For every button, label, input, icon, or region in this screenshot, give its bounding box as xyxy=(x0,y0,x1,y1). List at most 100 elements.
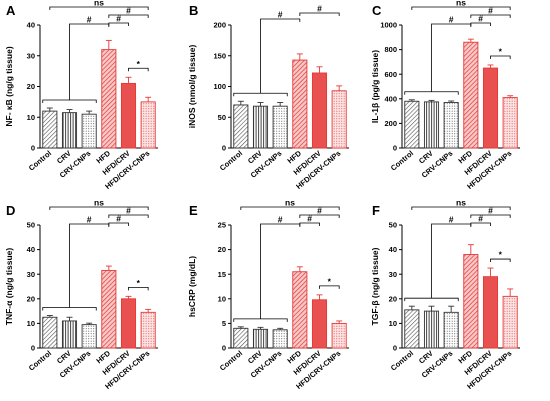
y-tick-label: 0 xyxy=(222,344,226,353)
significance-bracket xyxy=(49,6,149,10)
bar-control xyxy=(42,316,58,349)
panel-letter: C xyxy=(372,3,382,18)
y-axis-label: TNF-α (ng/g tissue) xyxy=(4,248,14,326)
significance-label: # xyxy=(116,214,121,224)
bar-hfd-crv xyxy=(120,298,137,349)
significance-bracket xyxy=(431,223,472,299)
bar-hfd-crv-cnps xyxy=(502,97,518,149)
significance-label: * xyxy=(328,276,332,286)
y-axis-label: TGF-β (ng/g tissue) xyxy=(370,247,380,325)
significance-bracket xyxy=(240,206,340,210)
bar-crv-cnps xyxy=(81,113,97,149)
bar-crv-cnps xyxy=(272,329,288,349)
y-tick-label: 15 xyxy=(218,270,226,279)
bar-control xyxy=(233,327,249,349)
y-tick-label: 200 xyxy=(384,119,397,128)
significance-bracket xyxy=(299,12,340,16)
y-tick-label: 1000 xyxy=(380,21,397,30)
significance-label: # xyxy=(126,206,131,216)
y-tick-label: 600 xyxy=(384,70,397,79)
bar-hfd xyxy=(101,49,117,149)
bar-hfd xyxy=(463,41,479,149)
bar-hfd-crv-cnps xyxy=(331,322,347,349)
significance-bracket xyxy=(108,214,149,218)
bar-hfd-crv-cnps xyxy=(140,101,156,149)
significance-label: ns xyxy=(456,0,466,8)
bar-hfd-crv xyxy=(120,82,137,149)
significance-label: * xyxy=(137,278,141,288)
bar-hfd-crv-cnps xyxy=(331,90,347,149)
bar-crv-cnps xyxy=(272,105,288,149)
y-tick-label: 100 xyxy=(213,82,226,91)
panel-letter: B xyxy=(189,3,198,18)
significance-label: * xyxy=(137,59,141,69)
y-tick-label: 50 xyxy=(27,221,35,230)
significance-bracket xyxy=(108,14,149,18)
panel-letter: F xyxy=(372,203,380,218)
significance-label: # xyxy=(87,215,92,225)
significance-bracket xyxy=(128,67,149,72)
significance-bracket xyxy=(490,258,511,263)
significance-bracket xyxy=(69,23,110,101)
bar-crv-cnps xyxy=(443,311,459,349)
significance-bracket xyxy=(411,206,511,210)
y-tick-label: 10 xyxy=(389,319,397,328)
significance-bracket xyxy=(42,307,97,311)
bar-hfd-crv xyxy=(482,276,499,349)
y-tick-label: 20 xyxy=(27,82,35,91)
bar-hfd-crv-cnps xyxy=(140,311,156,349)
significance-label: # xyxy=(317,206,322,216)
significance-bracket xyxy=(233,318,288,322)
y-tick-label: 30 xyxy=(27,270,35,279)
y-tick-label: 5 xyxy=(222,319,226,328)
y-tick-label: 50 xyxy=(389,221,397,230)
y-tick-label: 40 xyxy=(389,245,397,254)
significance-bracket xyxy=(69,223,110,308)
y-tick-label: 30 xyxy=(389,270,397,279)
y-tick-label: 400 xyxy=(384,94,397,103)
y-axis-label: IL-1β (pg/g tissue) xyxy=(370,50,380,123)
bar-hfd xyxy=(292,271,308,349)
bar-hfd-crv-cnps xyxy=(502,295,518,349)
significance-label: # xyxy=(478,214,483,224)
y-tick-label: 0 xyxy=(393,344,397,353)
bar-control xyxy=(233,104,249,149)
y-tick-label: 200 xyxy=(213,21,226,30)
bar-control xyxy=(404,100,420,149)
bar-crv xyxy=(423,101,440,149)
significance-label: # xyxy=(307,214,312,224)
significance-label: # xyxy=(449,215,454,225)
bar-control xyxy=(42,110,58,149)
significance-label: # xyxy=(488,206,493,216)
bar-crv xyxy=(61,320,78,349)
significance-label: * xyxy=(499,46,503,56)
significance-bracket xyxy=(411,6,511,10)
y-axis-label: NF- κB (ng/g tissue) xyxy=(4,46,14,126)
y-tick-label: 10 xyxy=(27,113,35,122)
significance-bracket xyxy=(299,214,340,218)
y-tick-label: 0 xyxy=(393,144,397,153)
y-axis-label: hsCRP (mg/dL) xyxy=(187,256,197,317)
significance-label: # xyxy=(449,15,454,25)
bar-crv xyxy=(252,105,269,149)
bar-control xyxy=(404,309,420,349)
bar-hfd xyxy=(292,59,308,149)
y-tick-label: 800 xyxy=(384,45,397,54)
panel-letter: E xyxy=(189,203,198,218)
significance-label: ns xyxy=(456,198,466,208)
significance-label: # xyxy=(317,4,322,14)
y-tick-label: 20 xyxy=(27,294,35,303)
bar-crv-cnps xyxy=(81,324,97,349)
bar-crv xyxy=(423,310,440,349)
y-tick-label: 50 xyxy=(218,113,226,122)
bar-hfd xyxy=(101,270,117,349)
significance-bracket xyxy=(490,55,511,59)
bar-crv xyxy=(61,112,78,149)
y-tick-label: 10 xyxy=(27,319,35,328)
significance-bracket xyxy=(260,18,301,94)
